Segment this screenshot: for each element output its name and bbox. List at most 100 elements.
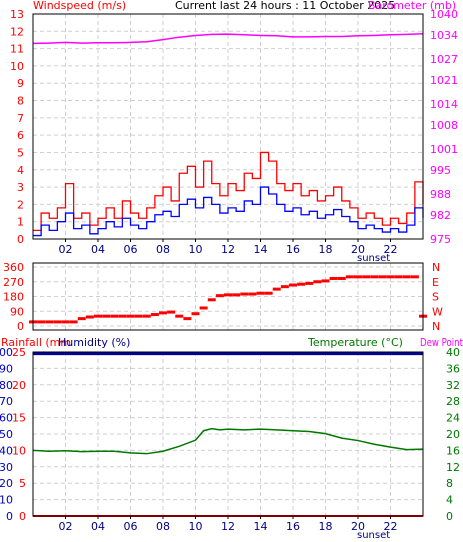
x-tick-label: 16	[286, 243, 300, 256]
y-tick-label: 4	[446, 494, 453, 507]
direction-point	[321, 279, 330, 283]
y-tick-label: 1008	[430, 119, 458, 132]
compass-label: N	[432, 320, 440, 333]
direction-point	[240, 292, 249, 296]
y-tick-label: 12	[446, 461, 460, 474]
wind-gust-series	[33, 151, 424, 231]
direction-point	[224, 293, 232, 297]
y-tick-label: 180	[3, 291, 24, 304]
direction-point	[150, 313, 159, 317]
direction-point	[378, 275, 387, 279]
y-tick-label: 90	[0, 362, 13, 375]
y-tick-label: 70	[0, 395, 13, 408]
y-tick-label: 975	[430, 233, 451, 246]
direction-point	[394, 275, 403, 279]
direction-point	[77, 317, 86, 321]
direction-point	[175, 314, 184, 318]
y-tick-label: 6	[17, 129, 24, 142]
y-tick-label: 30	[0, 461, 13, 474]
direction-point	[167, 310, 176, 314]
y-tick-label: 3	[17, 181, 24, 194]
x-tick-label: 06	[124, 520, 138, 533]
x-tick-label: 12	[221, 520, 235, 533]
y-tick-label: 1021	[430, 74, 458, 87]
x-tick-label: 02	[59, 520, 73, 533]
x-tick-label: 20	[351, 243, 365, 256]
x-tick-label: 20	[351, 520, 365, 533]
direction-point	[280, 285, 289, 289]
y-tick-label: 12	[10, 25, 24, 38]
y-tick-label: 50	[0, 428, 13, 441]
y-tick-label: 1034	[430, 29, 458, 42]
y-tick-label: 32	[446, 379, 460, 392]
y-tick-label: 5	[19, 477, 26, 490]
direction-point	[199, 306, 208, 310]
x-tick-label: 08	[156, 243, 170, 256]
direction-point	[94, 314, 102, 318]
wind-average-series	[33, 186, 424, 237]
y-tick-label: 0	[17, 320, 24, 333]
y-tick-label: 16	[446, 444, 460, 457]
x-tick-label: 02	[59, 243, 73, 256]
y-tick-label: 60	[0, 412, 13, 425]
compass-label: E	[432, 276, 439, 289]
direction-point	[386, 275, 395, 279]
y-tick-label: 4	[17, 164, 24, 177]
y-tick-label: 28	[446, 395, 460, 408]
y-tick-label: 10	[0, 494, 13, 507]
direction-point	[142, 314, 151, 318]
compass-label: W	[432, 305, 443, 318]
direction-point	[37, 320, 46, 324]
direction-point	[215, 294, 224, 298]
y-tick-label: 8	[446, 477, 453, 490]
direction-point	[191, 312, 200, 316]
direction-point	[256, 291, 265, 295]
direction-point	[53, 320, 62, 324]
x-tick-label: 18	[319, 520, 333, 533]
direction-point	[102, 314, 111, 318]
direction-point	[272, 287, 281, 291]
x-tick-label: 12	[221, 243, 235, 256]
rainfall-axis-title: Rainfall (mm	[1, 336, 71, 349]
y-tick-label: 20	[0, 477, 13, 490]
direction-point	[305, 281, 314, 285]
chart-title: Current last 24 hours : 11 October 2025	[175, 0, 395, 12]
x-tick-label: 14	[254, 243, 268, 256]
direction-point	[61, 320, 70, 324]
y-tick-label: 9	[17, 77, 24, 90]
y-tick-label: 20	[12, 379, 26, 392]
y-tick-label: 13	[10, 8, 24, 21]
y-tick-label: 10	[10, 60, 24, 73]
y-tick-label: 15	[12, 412, 26, 425]
y-tick-label: 40	[0, 444, 13, 457]
y-tick-label: 10	[12, 444, 26, 457]
direction-point	[370, 275, 379, 279]
x-tick-label: 22	[384, 520, 398, 533]
direction-point	[69, 320, 78, 324]
direction-point	[345, 275, 354, 279]
y-tick-label: 20	[446, 428, 460, 441]
direction-point	[354, 275, 362, 279]
y-tick-label: 40	[446, 346, 460, 359]
y-tick-label: 1	[17, 216, 24, 229]
x-tick-label: 04	[91, 520, 105, 533]
y-tick-label: 270	[3, 276, 24, 289]
direction-point	[410, 275, 419, 279]
direction-point	[159, 311, 167, 315]
x-tick-label: 06	[124, 243, 138, 256]
y-tick-label: 25	[12, 346, 26, 359]
direction-point	[110, 314, 119, 318]
compass-label: N	[432, 261, 440, 274]
y-tick-label: 2	[17, 198, 24, 211]
y-tick-label: 90	[10, 305, 24, 318]
sunset-label-2: sunset	[357, 530, 390, 541]
y-tick-label: 0	[6, 510, 13, 523]
x-tick-label: 18	[319, 243, 333, 256]
x-tick-label: 04	[91, 243, 105, 256]
y-tick-label: 995	[430, 164, 451, 177]
x-tick-label: 08	[156, 520, 170, 533]
barometer-series	[32, 32, 424, 45]
